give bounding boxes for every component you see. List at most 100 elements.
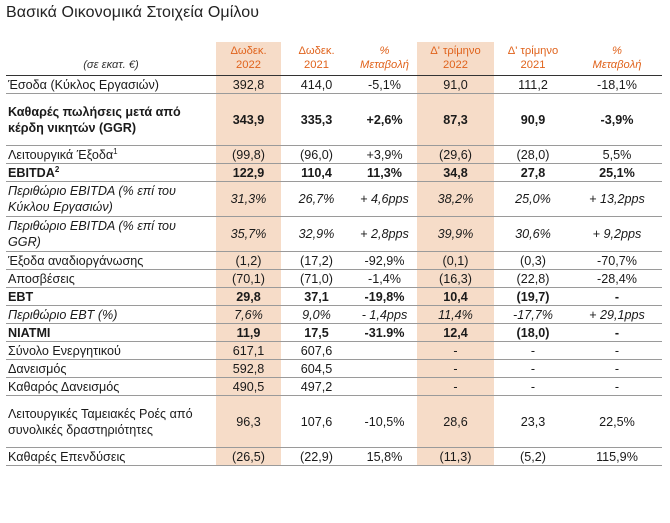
row-label-text: Καθαρός Δανεισμός bbox=[8, 379, 120, 394]
table-cell: (70,1) bbox=[216, 269, 281, 288]
table-row: Δανεισμός 592,8 604,5- - - bbox=[6, 359, 662, 378]
table-cell: +3,9% bbox=[352, 145, 417, 164]
table-cell: -70,7% bbox=[572, 251, 662, 270]
row-label: Καθαρές πωλήσεις μετά από κέρδη νικητών … bbox=[6, 93, 216, 146]
table-cell: -5,1% bbox=[352, 75, 417, 94]
page-title: Βασικά Οικονομικά Στοιχεία Ομίλου bbox=[6, 4, 260, 21]
table-cell: 25,0% bbox=[494, 181, 572, 217]
table-cell: 37,1 bbox=[281, 287, 352, 306]
table-cell: 90,9 bbox=[494, 93, 572, 146]
table-cell: 115,9% bbox=[572, 447, 662, 466]
row-label-text: Δανεισμός bbox=[8, 361, 67, 376]
table-cell: +2,6% bbox=[352, 93, 417, 146]
table-header-row: (σε εκατ. €) Δωδεκ. 2022 Δωδεκ. 2021 % Μ… bbox=[6, 42, 662, 76]
row-label-text: EBT bbox=[8, 289, 34, 304]
row-label-text: Καθαρές πωλήσεις μετά από κέρδη νικητών … bbox=[8, 104, 181, 135]
table-row: Λειτουργικές Ταμειακές Ροές από συνολικέ… bbox=[6, 395, 662, 448]
row-label-text: EBITDA bbox=[8, 165, 55, 180]
row-label-text: Περιθώριο EBITDA (% επί του Κύκλου Εργασ… bbox=[8, 184, 176, 214]
table-cell: 35,7% bbox=[216, 216, 281, 252]
header-line2: Μεταβολή bbox=[592, 59, 642, 71]
row-label: Δανεισμός bbox=[6, 359, 216, 378]
table-row: Σύνολο Ενεργητικού 617,1 607,6- - - bbox=[6, 341, 662, 360]
table-cell: 22,5% bbox=[572, 395, 662, 448]
table-cell: - bbox=[494, 377, 572, 396]
row-label-text: NIATMI bbox=[8, 325, 51, 340]
table-cell: 607,6 bbox=[281, 341, 352, 360]
row-label: Περιθώριο EBITDA (% επί του GGR) bbox=[6, 216, 216, 252]
table-row: NIATMI 11,9 17,5 -31.9% 12,4 (18,0) - bbox=[6, 323, 662, 342]
table-cell: (29,6) bbox=[417, 145, 494, 164]
header-col-q4-2021: Δ' τρίμηνο 2021 bbox=[494, 42, 572, 76]
table-cell: + 13,2pps bbox=[572, 181, 662, 217]
table-cell: (0,1) bbox=[417, 251, 494, 270]
table-cell: 497,2 bbox=[281, 377, 352, 396]
table-cell: 96,3 bbox=[216, 395, 281, 448]
table-cell: 12,4 bbox=[417, 323, 494, 342]
table-cell: 87,3 bbox=[417, 93, 494, 146]
table-cell: (1,2) bbox=[216, 251, 281, 270]
row-label: Έξοδα αναδιοργάνωσης bbox=[6, 251, 216, 270]
table-cell: 30,6% bbox=[494, 216, 572, 252]
row-label: Καθαρές Επενδύσεις bbox=[6, 447, 216, 466]
table-cell: -19,8% bbox=[352, 287, 417, 306]
header-line1: Δ' τρίμηνο bbox=[430, 45, 481, 57]
table-cell: (5,2) bbox=[494, 447, 572, 466]
row-label: Έσοδα (Κύκλος Εργασιών) bbox=[6, 75, 216, 94]
table-cell bbox=[352, 359, 417, 378]
table-cell: + 29,1pps bbox=[572, 305, 662, 324]
table-row: Καθαρός Δανεισμός 490,5 497,2- - - bbox=[6, 377, 662, 396]
table-row: Καθαρές Επενδύσεις (26,5) (22,9) 15,8% (11,3… bbox=[6, 447, 662, 466]
table-cell: - 1,4pps bbox=[352, 305, 417, 324]
table-cell: 414,0 bbox=[281, 75, 352, 94]
header-line1: % bbox=[612, 45, 622, 57]
header-line2: Μεταβολή bbox=[360, 59, 409, 71]
table-cell: 11,9 bbox=[216, 323, 281, 342]
table-cell: - bbox=[494, 359, 572, 378]
table-cell: 38,2% bbox=[417, 181, 494, 217]
table-cell: 107,6 bbox=[281, 395, 352, 448]
table-row: Καθαρές πωλήσεις μετά από κέρδη νικητών … bbox=[6, 93, 662, 146]
header-line2: 2022 bbox=[443, 59, 468, 71]
header-line1: Δωδεκ. bbox=[298, 45, 335, 57]
row-label-text: Περιθώριο EBITDA (% επί του GGR) bbox=[8, 219, 176, 249]
table-cell: + 9,2pps bbox=[572, 216, 662, 252]
table-row: Λειτουργικά Έξοδα1 (99,8) (96,0) +3,9% (29,6… bbox=[6, 145, 662, 164]
header-col-fy2021: Δωδεκ. 2021 bbox=[281, 42, 352, 76]
table-cell bbox=[352, 377, 417, 396]
table-row: Περιθώριο EBITDA (% επί του GGR) 35,7% 32,… bbox=[6, 216, 662, 252]
table-cell: (18,0) bbox=[494, 323, 572, 342]
row-label: NIATMI bbox=[6, 323, 216, 342]
table-cell: (16,3) bbox=[417, 269, 494, 288]
table-cell: 27,8 bbox=[494, 163, 572, 182]
table-cell: - bbox=[417, 377, 494, 396]
table-cell: 11,3% bbox=[352, 163, 417, 182]
table-cell: (71,0) bbox=[281, 269, 352, 288]
financial-table: (σε εκατ. €) Δωδεκ. 2022 Δωδεκ. 2021 % Μ… bbox=[6, 42, 662, 466]
table-cell: (11,3) bbox=[417, 447, 494, 466]
row-label-text: Καθαρές Επενδύσεις bbox=[8, 449, 126, 464]
header-line1: Δ' τρίμηνο bbox=[507, 45, 559, 57]
header-col-q4-2022: Δ' τρίμηνο 2022 bbox=[417, 42, 494, 76]
table-cell: (28,0) bbox=[494, 145, 572, 164]
table-row: Αποσβέσεις (70,1) (71,0) -1,4% (16,3) (22,8) -… bbox=[6, 269, 662, 288]
table-cell: 122,9 bbox=[216, 163, 281, 182]
table-cell: 10,4 bbox=[417, 287, 494, 306]
row-label: Περιθώριο EBT (%) bbox=[6, 305, 216, 324]
table-cell: 25,1% bbox=[572, 163, 662, 182]
table-cell: (19,7) bbox=[494, 287, 572, 306]
table-cell: 17,5 bbox=[281, 323, 352, 342]
row-label-text: Έξοδα αναδιοργάνωσης bbox=[8, 253, 144, 268]
table-cell: - bbox=[417, 341, 494, 360]
row-label-text: Λειτουργικά Έξοδα bbox=[8, 147, 114, 162]
table-cell: -92,9% bbox=[352, 251, 417, 270]
table-cell: - bbox=[417, 359, 494, 378]
table-cell: (0,3) bbox=[494, 251, 572, 270]
table-cell: 490,5 bbox=[216, 377, 281, 396]
table-cell: 23,3 bbox=[494, 395, 572, 448]
table-cell: 335,3 bbox=[281, 93, 352, 146]
table-cell: 28,6 bbox=[417, 395, 494, 448]
table-cell: 91,0 bbox=[417, 75, 494, 94]
table-cell: 604,5 bbox=[281, 359, 352, 378]
table-cell: 110,4 bbox=[281, 163, 352, 182]
